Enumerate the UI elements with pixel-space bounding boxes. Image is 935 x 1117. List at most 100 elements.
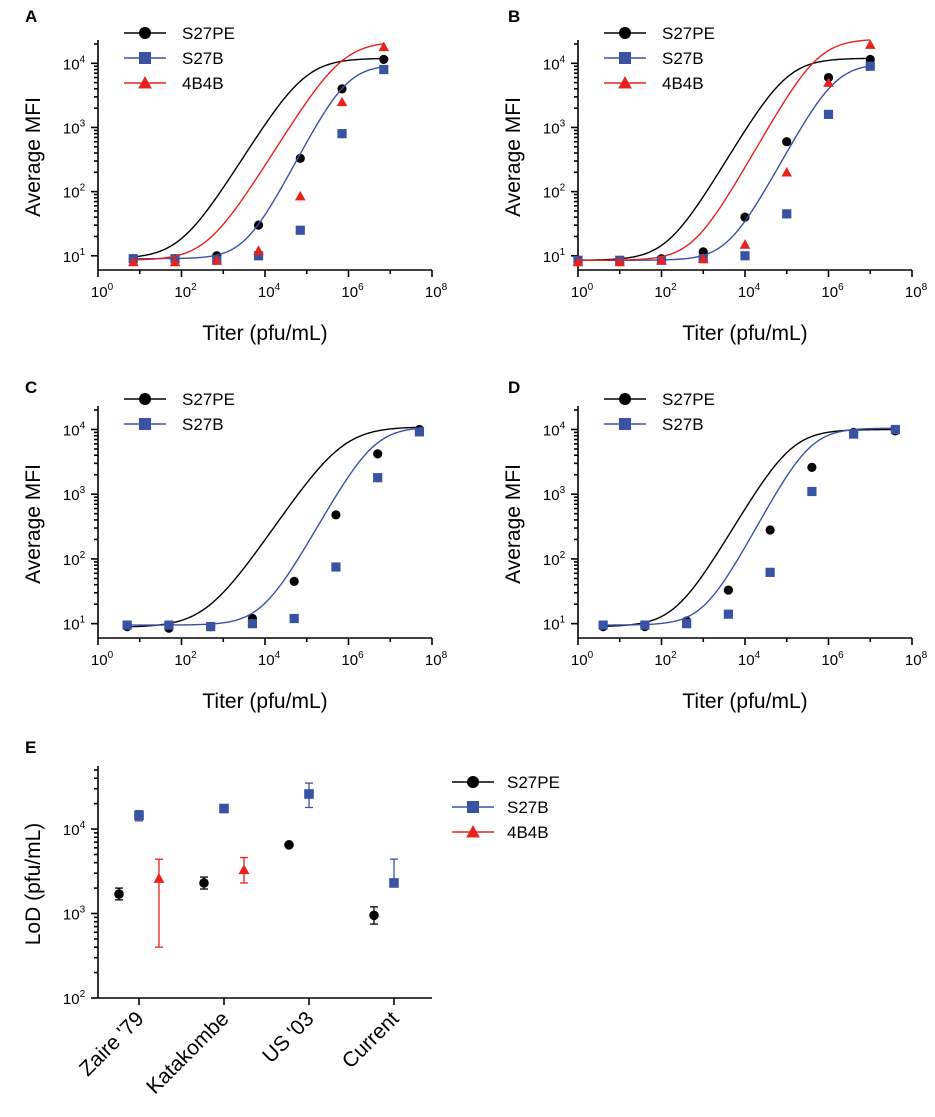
y-tick-label: 103 xyxy=(63,485,86,504)
legend-marker xyxy=(619,418,631,430)
data-point-4b4b xyxy=(378,41,390,52)
data-point-s27b xyxy=(414,427,425,437)
y-tick-label: 104 xyxy=(543,54,566,73)
data-point-4b4b xyxy=(238,864,250,875)
data-point-s27b xyxy=(289,613,299,624)
y-tick-label: 101 xyxy=(63,247,86,266)
data-point-s27b xyxy=(379,64,389,75)
fit-curve-s27pe xyxy=(603,428,896,627)
x-tick-label: 106 xyxy=(341,650,364,669)
data-point-s27b xyxy=(134,810,144,821)
data-point-s27pe xyxy=(723,585,733,595)
y-axis-title: Average MFI xyxy=(502,464,525,584)
y-tick-label: 103 xyxy=(543,485,566,504)
legend-label: S27B xyxy=(662,415,704,434)
x-tick-label: 108 xyxy=(425,650,448,669)
y-tick-label: 102 xyxy=(543,550,566,569)
data-point-s27b xyxy=(331,562,341,572)
legend-label: S27PE xyxy=(182,390,235,409)
y-tick-label: 104 xyxy=(63,420,86,439)
data-point-s27b xyxy=(164,620,174,630)
data-point-4b4b xyxy=(127,256,139,267)
data-point-4b4b xyxy=(572,256,584,267)
data-point-s27b xyxy=(373,473,383,483)
legend-marker xyxy=(618,76,632,89)
panel-d: D 100 102 104 106 108 101 102 103 104 Titer (pfu/m… xyxy=(502,378,928,713)
x-category-label: Katakombe xyxy=(142,1007,233,1098)
data-point-s27pe xyxy=(369,910,379,921)
panel-label: B xyxy=(508,7,520,26)
legend-marker xyxy=(139,27,151,39)
panel-label: C xyxy=(25,378,37,397)
legend-label: S27PE xyxy=(507,773,560,792)
x-category-label: Current xyxy=(338,1007,404,1073)
y-axis-title: LoD (pfu/mL) xyxy=(22,823,45,946)
data-point-s27b xyxy=(890,424,900,435)
x-category-label: US '03 xyxy=(258,1007,318,1067)
data-point-4b4b xyxy=(294,190,306,201)
panel-label: A xyxy=(25,7,37,26)
data-point-s27b xyxy=(807,486,817,497)
legend-label: S27B xyxy=(507,798,549,817)
fit-curve-s27b xyxy=(127,427,420,626)
x-tick-label: 108 xyxy=(425,282,448,301)
data-point-s27b xyxy=(682,619,692,629)
data-point-s27pe xyxy=(331,510,341,520)
x-tick-label: 108 xyxy=(905,650,928,669)
panel-a: A 100 102 104 106 108 101 102 103 104 Titer (pfu/m… xyxy=(22,7,448,345)
data-point-s27b xyxy=(295,225,305,235)
fit-curve-s27pe xyxy=(127,426,420,628)
data-point-4b4b xyxy=(781,167,793,177)
x-tick-label: 104 xyxy=(738,282,761,301)
data-point-s27pe xyxy=(373,449,383,459)
data-point-s27pe xyxy=(740,212,750,222)
y-axis-title: Average MFI xyxy=(22,464,45,584)
legend-marker xyxy=(619,27,631,39)
legend-marker xyxy=(466,825,480,838)
data-point-4b4b xyxy=(336,96,348,107)
data-point-s27b xyxy=(219,803,229,814)
y-tick-label: 103 xyxy=(63,118,86,137)
data-point-s27b xyxy=(304,789,314,799)
legend-label: 4B4B xyxy=(662,74,704,93)
data-point-s27b xyxy=(823,109,834,119)
x-tick-label: 102 xyxy=(654,650,677,669)
x-tick-label: 108 xyxy=(905,282,928,301)
fit-curve-s27pe xyxy=(577,57,871,261)
x-tick-label: 102 xyxy=(174,282,197,301)
data-point-s27pe xyxy=(782,137,792,147)
data-point-s27pe xyxy=(379,54,389,65)
data-point-s27b xyxy=(782,209,792,219)
x-category-label: Zaire '79 xyxy=(75,1007,149,1081)
data-point-4b4b xyxy=(253,245,264,255)
x-tick-label: 104 xyxy=(738,650,761,669)
y-tick-label: 104 xyxy=(63,820,86,839)
data-point-4b4b xyxy=(823,77,834,87)
y-tick-label: 102 xyxy=(63,183,86,202)
fit-curve-s27b xyxy=(133,66,384,260)
legend-label: S27PE xyxy=(662,24,715,43)
x-tick-label: 100 xyxy=(91,650,114,669)
y-tick-label: 102 xyxy=(63,550,86,569)
legend-marker xyxy=(619,393,631,405)
x-tick-label: 104 xyxy=(258,282,281,301)
y-tick-label: 104 xyxy=(543,420,566,439)
legend-marker xyxy=(467,776,479,788)
data-point-s27b xyxy=(865,61,875,71)
legend-label: 4B4B xyxy=(182,74,224,93)
data-point-s27b xyxy=(598,620,608,630)
legend-marker xyxy=(619,52,631,64)
data-point-4b4b xyxy=(697,253,709,263)
legend-marker xyxy=(138,76,152,89)
legend-label: S27B xyxy=(662,49,704,68)
y-axis-title: Average MFI xyxy=(502,97,525,217)
legend-marker xyxy=(139,418,151,430)
x-tick-label: 106 xyxy=(821,650,844,669)
y-axis-title: Average MFI xyxy=(22,97,45,217)
legend-marker xyxy=(139,393,151,405)
y-tick-label: 102 xyxy=(63,989,86,1008)
data-point-s27b xyxy=(765,567,775,577)
x-tick-label: 104 xyxy=(258,650,281,669)
y-tick-label: 101 xyxy=(543,615,566,634)
y-tick-label: 103 xyxy=(543,118,566,137)
